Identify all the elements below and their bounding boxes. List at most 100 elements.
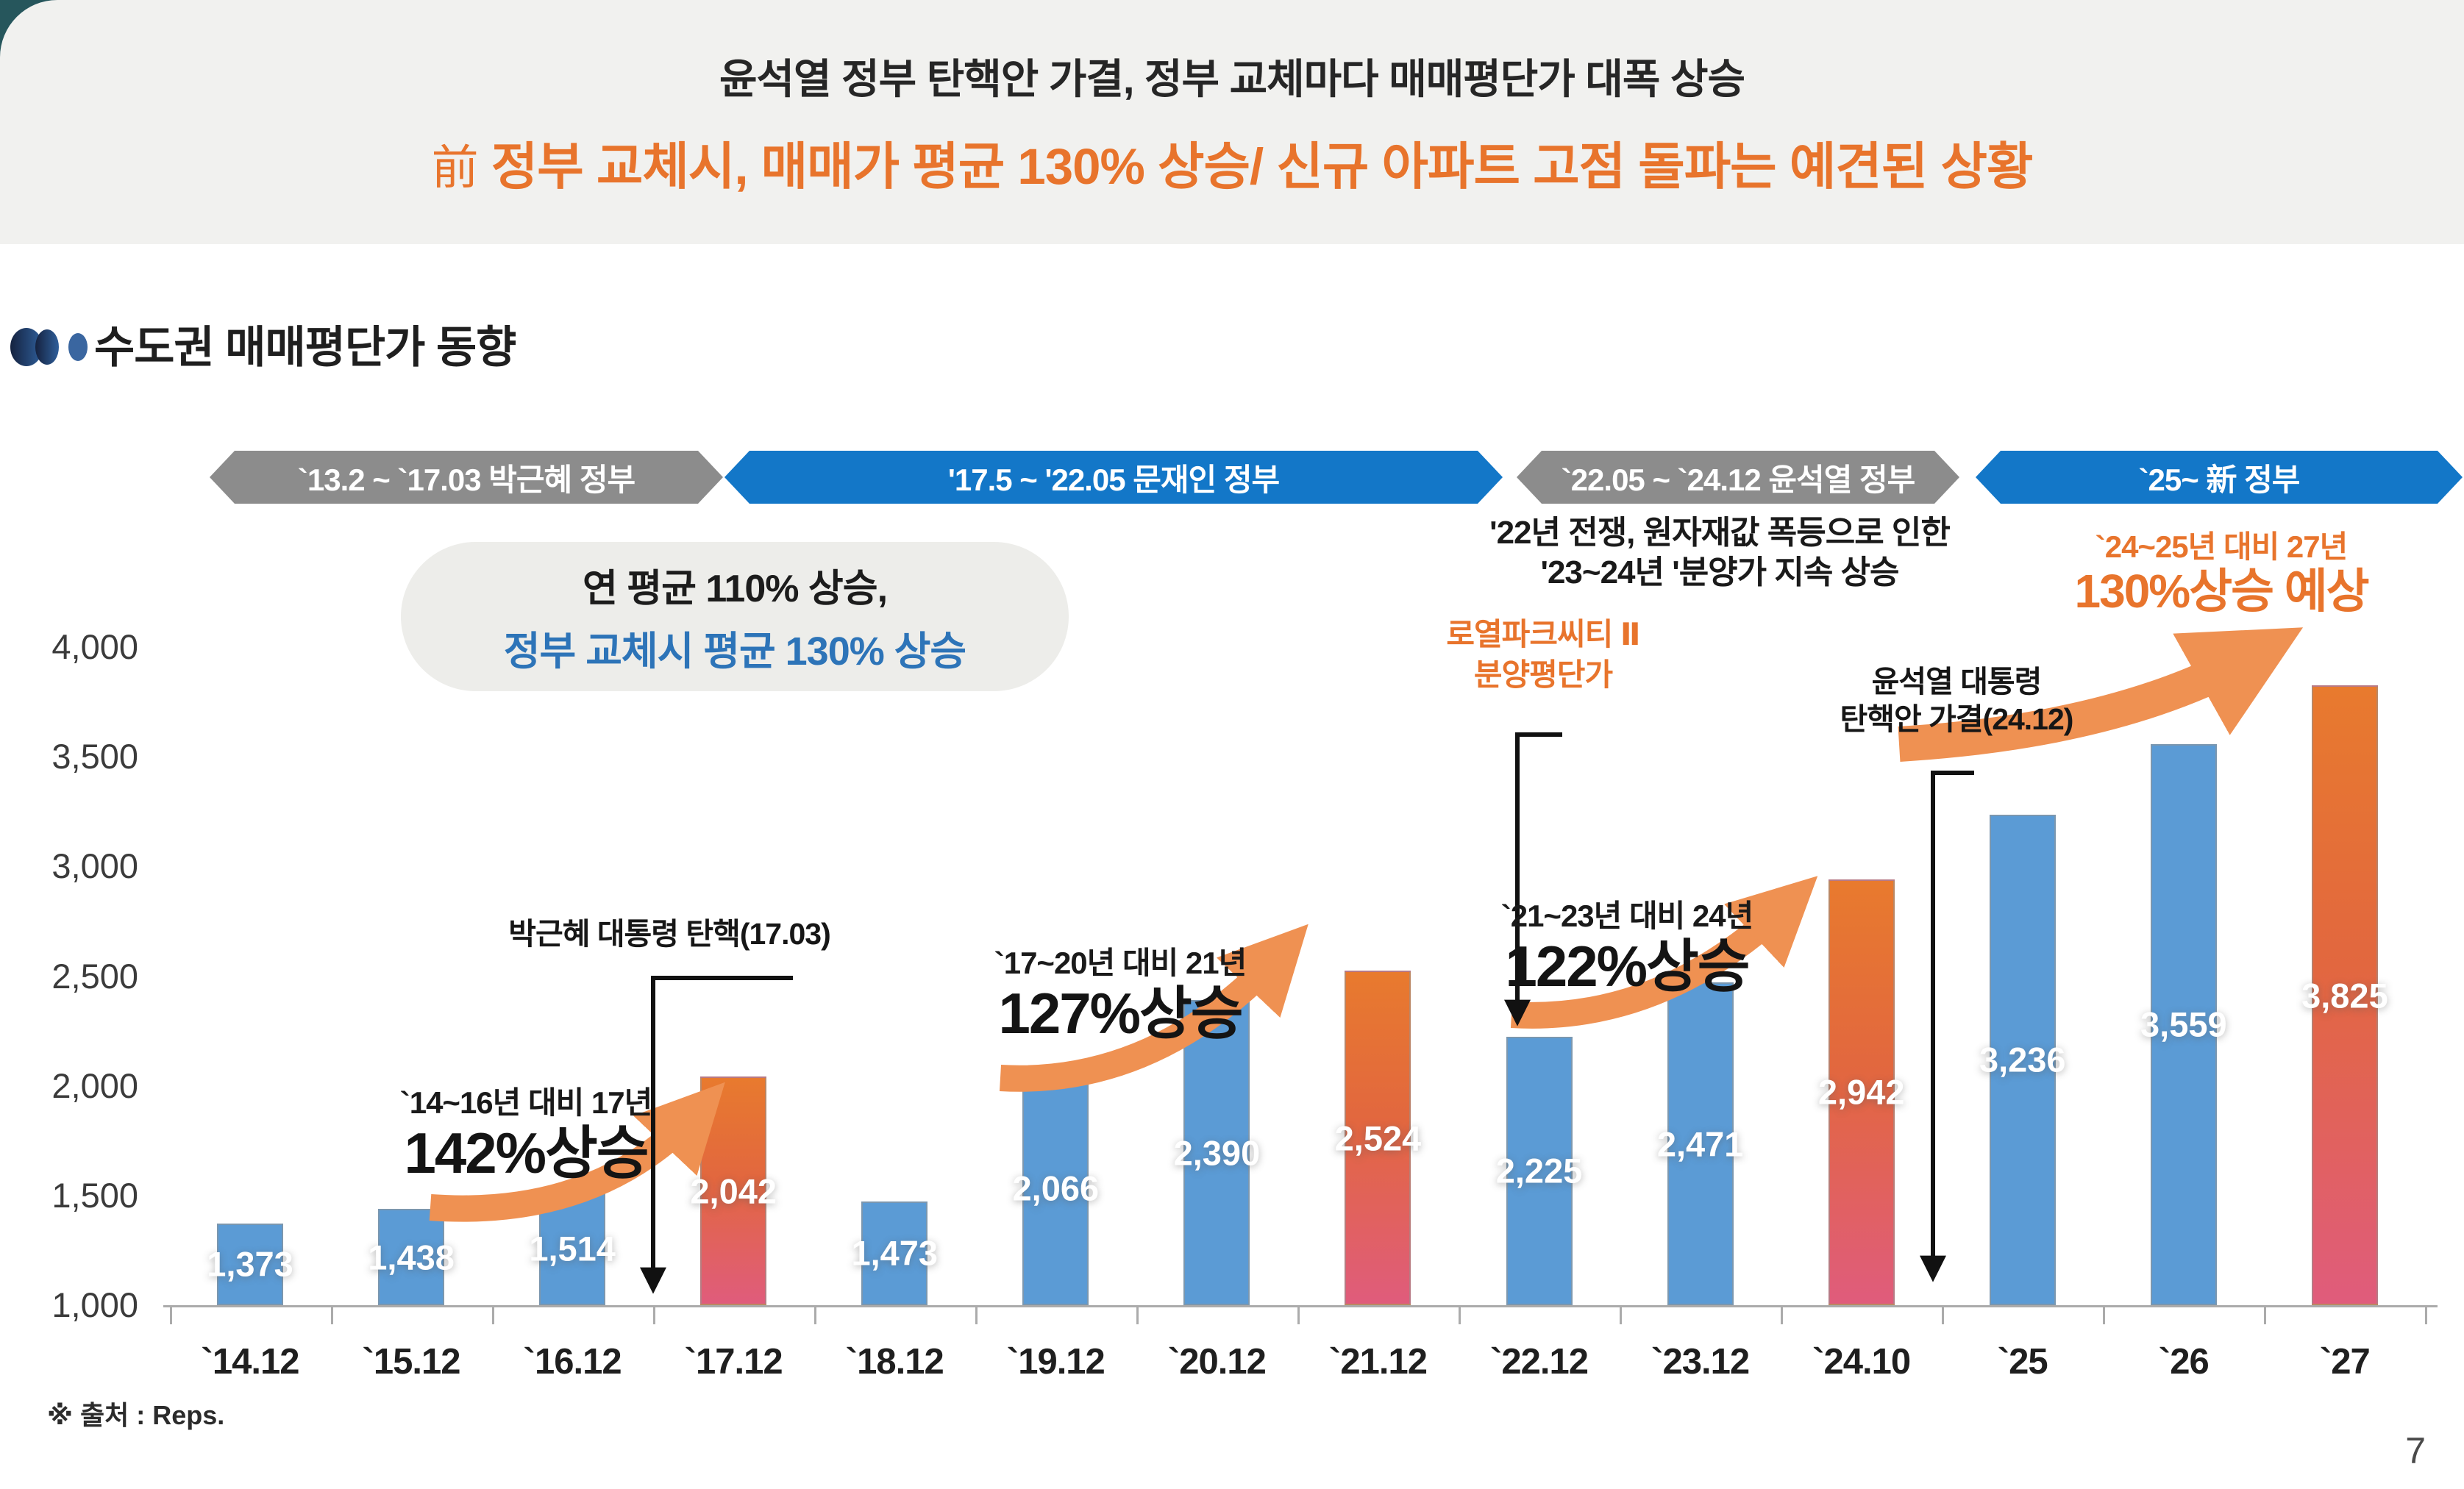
slide-title-line1: 윤석열 정부 탄핵안 가결, 정부 교체마다 매매평단가 대폭 상승 [719,55,1745,102]
royal-park-line1: 로열파크씨티 Ⅱ [1446,617,1640,651]
slide-title-line2-text: 정부 교체시, 매매가 평균 130% 상승/ 신규 아파트 고점 돌파는 예견… [477,138,2034,195]
rise-27-value: 130%상승 예상 [2074,565,2370,618]
rise-21-value: 127%상승 [998,981,1243,1046]
government-banner-1: '17.5 ~ '22.05 문재인 정부 [724,451,1503,504]
x-axis-tick [1136,1305,1139,1324]
bar-`21.12: 2,524 [1335,971,1421,1305]
rise-arrow-24 [1510,876,1818,1029]
bar-`23.12: 2,471 [1657,982,1743,1305]
bar-`26: 3,559 [2140,743,2227,1305]
x-axis-line [163,1305,2438,1307]
bar-value-label: 1,473 [851,1233,939,1273]
x-axis-tick [1942,1305,1945,1324]
x-tick-label-`15.12: `15.12 [362,1342,461,1382]
y-tick-label: 4,000 [51,627,138,666]
royal-park-line2: 분양평단가 [1473,657,1613,692]
x-axis-tick [2264,1305,2267,1324]
bar-`18.12: 1,473 [851,1201,938,1305]
impeach-yoon-label: 윤석열 대통령 탄핵안 가결(24.12) [1840,663,2074,739]
impeach-yoon-line1: 윤석열 대통령 [1871,665,2043,699]
rise-17-value: 142%상승 [404,1121,649,1185]
rise-arrow-17 [429,1082,725,1222]
x-tick-label-`17.12: `17.12 [684,1342,783,1382]
x-tick-label-`22.12: `22.12 [1490,1342,1589,1382]
x-tick-label-`19.12: `19.12 [1006,1342,1105,1382]
x-axis-tick [652,1305,655,1324]
x-axis-tick [330,1305,333,1324]
bar-`24.10: 2,942 [1818,879,1905,1305]
impeach-park-arrow [640,976,793,1294]
bar-value-label: 2,942 [1817,1072,1905,1112]
x-axis-tick [491,1305,494,1324]
bar-value-label: 3,236 [1979,1040,2066,1079]
x-tick-label-`23.12: `23.12 [1651,1342,1750,1382]
y-tick-label: 3,500 [51,737,138,776]
rise-27-period: `24~25년 대비 27년 [2095,529,2349,564]
bar-value-label: 2,390 [1173,1133,1261,1173]
x-tick-label-`27: `27 [2319,1342,2371,1382]
bar-`15.12: 1,438 [368,1209,455,1305]
x-tick-label-`18.12: `18.12 [845,1342,944,1382]
impeach-yoon-line2: 탄핵안 가결(24.12) [1840,702,2074,737]
x-axis-tick [1459,1305,1461,1324]
hanja-jeon: 前 [431,141,479,194]
average-rise-bubble: 연 평균 110% 상승, 정부 교체시 평균 130% 상승 [401,542,1069,691]
x-tick-label-`20.12: `20.12 [1167,1342,1267,1382]
x-axis-tick [169,1305,172,1324]
x-axis-tick [1297,1305,1300,1324]
bar-`25: 3,236 [1979,814,2066,1305]
x-axis-tick [2103,1305,2106,1324]
rise-17-annotation: `14~16년 대비 17년 142%상승 [399,1078,653,1185]
section-bullet-icon [10,328,88,366]
rise-21-period: `17~20년 대비 21년 [994,946,1247,980]
x-axis-tick [813,1305,816,1324]
x-axis-tick [1620,1305,1623,1324]
bubble-line1: 연 평균 110% 상승, [582,567,888,610]
rise-17-period: `14~16년 대비 17년 [399,1085,653,1120]
bar-value-label: 2,042 [690,1171,777,1211]
impeach-park-label: 박근혜 대통령 탄핵(17.03) [508,917,830,951]
government-banner-3: `25~ 新 정부 [1976,451,2463,504]
royal-park-label: 로열파크씨티 Ⅱ 분양평단가 [1446,615,1640,695]
impeach-yoon-arrow [1920,771,1974,1282]
rise-24-annotation: `21~23년 대비 24년 122%상승 [1500,891,1754,997]
rise-27-annotation: `24~25년 대비 27년 130%상승 예상 [2074,522,2370,618]
government-banner-0: `13.2 ~ `17.03 박근혜 정부 [210,451,723,504]
bar-value-label: 1,514 [529,1229,616,1268]
bar-`14.12: 1,373 [207,1223,293,1305]
x-tick-label-`25: `25 [1997,1342,2048,1382]
x-axis-tick [1781,1305,1784,1324]
x-tick-label-`26: `26 [2158,1342,2210,1382]
bar-value-label: 3,559 [2140,1004,2227,1044]
x-tick-label-`14.12: `14.12 [201,1342,300,1382]
y-tick-label: 2,000 [51,1065,138,1105]
header: 윤석열 정부 탄핵안 가결, 정부 교체마다 매매평단가 대폭 상승 前 정부 … [0,0,2464,244]
page-number: 7 [2405,1430,2426,1471]
bar-value-label: 2,225 [1495,1151,1583,1190]
x-tick-label-`21.12: `21.12 [1329,1342,1428,1382]
section-title: 수도권 매매평단가 동향 [94,323,516,372]
bar-`27: 3,825 [2301,685,2388,1305]
bar-value-label: 1,373 [207,1244,293,1284]
war-note: '22년 전쟁, 원자재값 폭등으로 인한 '23~24년 '분양가 지속 상승 [1489,513,1951,592]
war-note-line2: '23~24년 '분양가 지속 상승 [1540,554,1899,590]
rise-21-annotation: `17~20년 대비 21년 127%상승 [994,938,1247,1044]
royal-park-arrow [1504,732,1562,1026]
bar-value-label: 3,825 [2301,976,2388,1015]
y-tick-label: 1,000 [51,1285,138,1324]
source-note: ※ 출처 : Reps. [47,1400,225,1430]
bar-value-label: 2,524 [1334,1118,1422,1158]
war-note-line1: '22년 전쟁, 원자재값 폭등으로 인한 [1489,515,1951,551]
rise-24-period: `21~23년 대비 24년 [1500,899,1754,933]
bar-value-label: 2,066 [1012,1168,1100,1208]
bar-value-label: 1,438 [368,1238,455,1277]
x-axis-tick [975,1305,978,1324]
bubble-line2: 정부 교체시 평균 130% 상승 [503,629,966,674]
rise-arrow-27 [1898,627,2304,762]
y-tick-label: 3,000 [51,846,138,886]
y-tick-label: 1,500 [51,1175,138,1215]
bar-`19.12: 2,066 [1013,1071,1099,1305]
x-tick-label-`16.12: `16.12 [523,1342,622,1382]
